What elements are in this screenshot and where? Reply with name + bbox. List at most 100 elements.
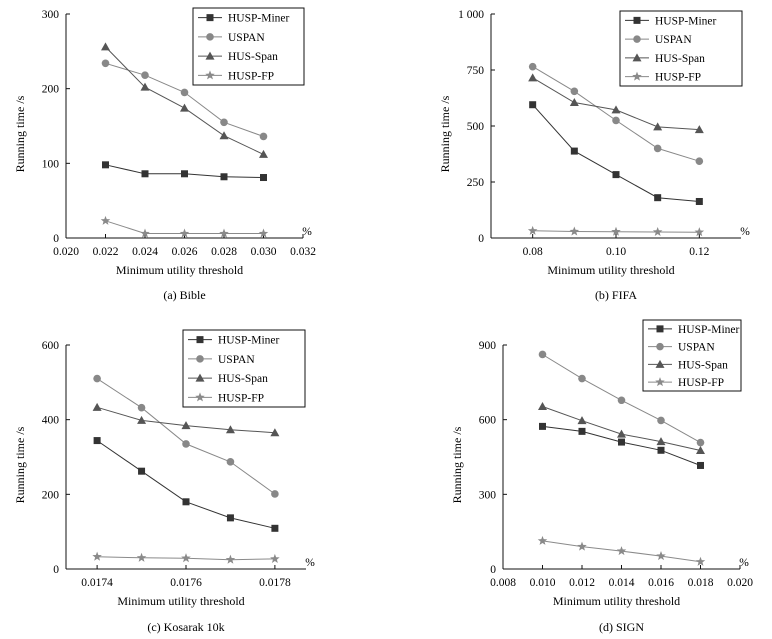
y-axis-label: Running time /s: [438, 95, 452, 172]
data-point: [527, 225, 538, 235]
series-hus-span: [538, 401, 705, 455]
data-point: [577, 416, 587, 425]
legend-marker: [196, 336, 204, 344]
chart-panel-3: 0.0174 0.0176 0.0178 0 200 400 600% Minimum uti…: [13, 329, 315, 634]
data-point: [538, 350, 547, 359]
legend: HUSP-Miner USPAN HUS-Span HUSP-FP: [182, 329, 306, 408]
x-tick-label: 0.08: [523, 246, 543, 258]
data-point: [260, 174, 267, 182]
y-axis-label: Running time /s: [13, 426, 27, 503]
x-unit-label: %: [305, 557, 315, 569]
x-axis-label: Minimum utility threshold: [547, 263, 674, 277]
data-point: [617, 396, 626, 405]
legend-marker: [633, 35, 641, 43]
x-unit-label: %: [740, 226, 750, 238]
data-point: [696, 438, 705, 447]
series-husp-fp: [537, 535, 706, 566]
data-point: [656, 437, 666, 446]
data-point: [694, 227, 705, 237]
legend-marker: [656, 342, 664, 351]
x-tick-label: 0.020: [727, 577, 753, 589]
x-tick-label: 0.0176: [170, 577, 202, 589]
data-point: [528, 62, 537, 71]
data-point: [137, 415, 147, 424]
data-point: [569, 97, 579, 106]
data-point: [179, 228, 190, 238]
x-tick-label: 0.012: [569, 577, 595, 589]
data-point: [182, 498, 190, 506]
legend-marker: [205, 51, 215, 60]
data-point: [137, 403, 146, 412]
data-point: [92, 551, 102, 561]
legend-label: HUS-Span: [655, 53, 705, 65]
series-husp-fp: [100, 215, 269, 238]
data-point: [181, 170, 188, 178]
legend-marker: [632, 71, 642, 81]
data-point: [102, 161, 109, 169]
legend-marker: [205, 70, 215, 80]
data-point: [181, 553, 191, 563]
y-tick-label: 0: [53, 564, 59, 576]
y-tick-label: 300: [42, 9, 60, 21]
x-tick-label: 0.0178: [259, 577, 291, 589]
series-hus-span: [528, 73, 704, 134]
x-tick-label: 0.028: [211, 246, 237, 258]
series-husp-miner: [102, 161, 267, 182]
data-point: [92, 402, 102, 411]
data-point: [695, 157, 704, 165]
y-tick-label: 0: [478, 233, 484, 245]
data-point: [657, 416, 665, 425]
data-point: [259, 132, 268, 141]
x-tick-label: 0.026: [172, 246, 198, 258]
data-point: [653, 122, 663, 131]
x-unit-label: %: [302, 226, 312, 238]
data-point: [219, 131, 229, 140]
legend-marker: [655, 359, 665, 368]
series-hus-span: [92, 402, 280, 437]
data-point: [654, 194, 662, 202]
data-point: [616, 546, 627, 556]
data-point: [101, 42, 110, 51]
x-tick-label: 0.12: [689, 246, 709, 258]
y-tick-label: 600: [42, 340, 60, 352]
legend-label: USPAN: [678, 342, 715, 354]
data-point: [617, 429, 626, 438]
data-point: [656, 551, 666, 561]
x-axis-label: Minimum utility threshold: [553, 594, 680, 608]
data-point: [652, 226, 663, 236]
data-point: [182, 440, 190, 448]
data-point: [225, 425, 235, 434]
data-point: [271, 524, 279, 532]
chart-caption: (d) SIGN: [599, 620, 644, 634]
x-axis-label: Minimum utility threshold: [116, 263, 243, 277]
y-tick-label: 600: [479, 415, 497, 427]
chart-panel-1: 0.020 0.022 0.024 0.026 0.028 0.030 0.032 0 100 2…: [13, 7, 316, 302]
x-unit-label: %: [739, 557, 749, 569]
x-tick-label: 0.030: [251, 246, 277, 258]
legend-label: HUS-Span: [228, 51, 278, 63]
series-husp-miner: [93, 437, 279, 532]
x-tick-label: 0.008: [490, 577, 516, 589]
data-point: [136, 552, 147, 562]
data-point: [570, 147, 578, 155]
data-point: [653, 144, 662, 153]
data-point: [612, 171, 620, 179]
legend-label: HUSP-FP: [655, 72, 701, 84]
data-point: [529, 101, 537, 109]
x-tick-label: 0.014: [609, 577, 635, 589]
data-point: [697, 461, 704, 469]
x-tick-label: 0.032: [290, 246, 316, 258]
y-tick-label: 300: [479, 489, 497, 501]
series-husp-miner: [539, 422, 704, 469]
x-tick-label: 0.020: [53, 246, 79, 258]
legend-marker: [656, 325, 664, 333]
y-tick-label: 400: [42, 415, 60, 427]
series-husp-fp: [527, 225, 705, 237]
series-line: [96, 440, 276, 529]
data-point: [537, 535, 548, 545]
data-point: [93, 374, 101, 383]
x-tick-label: 0.022: [93, 246, 119, 258]
legend: HUSP-Miner USPAN HUS-Span HUSP-FP: [192, 7, 305, 86]
data-point: [538, 401, 547, 410]
